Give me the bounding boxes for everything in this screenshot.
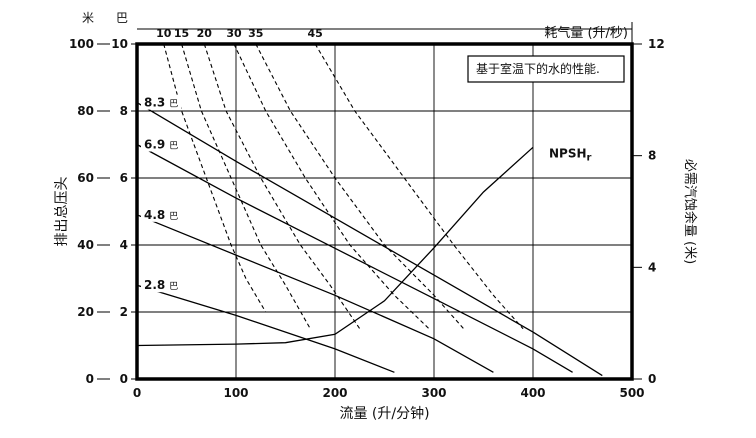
x-tick-label: 400 bbox=[520, 386, 545, 400]
y-right-tick-label: 12 bbox=[648, 37, 665, 51]
air-consumption-tick-label: 30 bbox=[226, 27, 242, 40]
pressure-label-bg bbox=[141, 94, 181, 110]
pressure-curves: 8.3 巴 6.9 巴 4.8 巴 2.8 巴 bbox=[136, 94, 603, 377]
y-meter-tick-label: 40 bbox=[77, 238, 94, 252]
air-consumption-curve bbox=[255, 43, 465, 330]
axis-ticks: 0 100 200 300 400 500020406080100024681004812… bbox=[69, 22, 665, 400]
air-consumption-curve bbox=[181, 43, 311, 330]
pressure-curve bbox=[136, 143, 573, 373]
npsh-curve bbox=[136, 146, 534, 347]
air-consumption-tick-label: 10 bbox=[156, 27, 172, 40]
y-bar-tick-label: 2 bbox=[120, 305, 128, 319]
air-consumption-tick-label: 45 bbox=[308, 27, 323, 40]
air-consumption-curves bbox=[163, 43, 524, 330]
x-tick-label: 0 bbox=[133, 386, 141, 400]
air-consumption-tick-label: 35 bbox=[248, 27, 263, 40]
x-axis-label: 流量 (升/分钟) bbox=[339, 405, 429, 422]
pressure-curve bbox=[136, 102, 603, 377]
y-bar-tick-label: 10 bbox=[111, 37, 128, 51]
x-tick-label: 200 bbox=[322, 386, 347, 400]
y-meter-tick-label: 60 bbox=[77, 171, 94, 185]
y-meter-tick-label: 20 bbox=[77, 305, 94, 319]
y-right-tick-label: 4 bbox=[648, 260, 656, 274]
y-right-tick-label: 8 bbox=[648, 149, 656, 163]
y-right-tick-label: 0 bbox=[648, 372, 656, 386]
pressure-curve bbox=[136, 214, 494, 373]
pressure-label: 2.8 巴 bbox=[144, 278, 178, 292]
plot-frame bbox=[135, 42, 634, 381]
pressure-label: 8.3 巴 bbox=[144, 96, 178, 110]
y-bar-tick-label: 8 bbox=[120, 104, 128, 118]
note-box: 基于室温下的水的性能. bbox=[467, 55, 625, 83]
x-tick-label: 300 bbox=[421, 386, 446, 400]
air-consumption-curve bbox=[233, 43, 430, 330]
y-bar-tick-label: 6 bbox=[120, 171, 128, 185]
pressure-label: 6.9 巴 bbox=[144, 138, 178, 152]
pressure-label-bg bbox=[141, 277, 181, 293]
x-tick-label: 100 bbox=[223, 386, 248, 400]
grid bbox=[137, 44, 632, 379]
x-tick-label: 500 bbox=[619, 386, 644, 400]
air-consumption-tick-label: 20 bbox=[197, 27, 213, 40]
pressure-label-bg bbox=[141, 136, 181, 152]
air-consumption-curve bbox=[203, 43, 361, 330]
npsh-label: NPSHr bbox=[549, 146, 592, 163]
air-consumption-curve bbox=[314, 43, 524, 330]
y-bar-tick-label: 0 bbox=[120, 372, 128, 386]
y-left-axis-label: 排出总压头 bbox=[54, 177, 70, 247]
y-meter-tick-label: 80 bbox=[77, 104, 94, 118]
top-axis-label: 耗气量 (升/秒) bbox=[544, 25, 628, 41]
note-frame bbox=[467, 55, 625, 83]
pressure-label-bg bbox=[141, 206, 181, 222]
y-left-unit-meters: 米 bbox=[82, 11, 94, 25]
npsh-curve-group: NPSHr bbox=[136, 146, 592, 347]
y-right-axis-label: 必需汽蚀余量 (米) bbox=[682, 159, 698, 264]
y-bar-tick-label: 4 bbox=[120, 238, 128, 252]
y-left-unit-bar: 巴 bbox=[116, 11, 128, 25]
air-consumption-tick-label: 15 bbox=[174, 27, 189, 40]
pressure-curve bbox=[136, 284, 395, 373]
y-meter-tick-label: 100 bbox=[69, 37, 94, 51]
note-text: 基于室温下的水的性能. bbox=[476, 61, 600, 76]
y-meter-tick-label: 0 bbox=[86, 372, 94, 386]
pressure-label: 4.8 巴 bbox=[144, 208, 178, 222]
